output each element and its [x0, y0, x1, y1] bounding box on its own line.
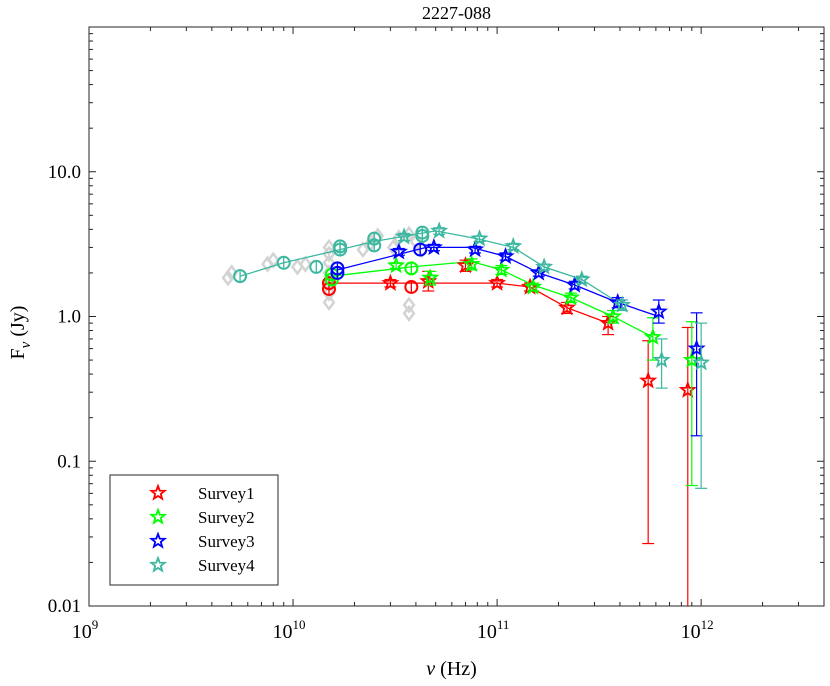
- circle-point-survey2: [404, 261, 419, 276]
- star-point-survey3: [465, 240, 485, 258]
- series-line-survey2: [331, 260, 654, 338]
- star-point-survey4: [613, 295, 632, 313]
- star-point-survey4: [504, 236, 523, 255]
- legend-marker-survey3: [148, 531, 168, 549]
- legend-label-survey1: Survey1: [198, 484, 255, 503]
- x-tick-label: 109: [72, 617, 99, 643]
- legend-label-survey4: Survey4: [198, 556, 255, 575]
- circle-point-survey4: [276, 255, 291, 270]
- star-point-survey3: [649, 302, 668, 320]
- star-point-survey1: [456, 255, 475, 274]
- x-tick-label: 1011: [477, 617, 510, 643]
- archival-point: [298, 255, 312, 273]
- x-axis-symbol: ν: [426, 658, 435, 680]
- circle-point-survey3: [413, 242, 428, 257]
- archival-point: [322, 284, 336, 302]
- circle-point-survey1: [321, 276, 336, 291]
- svg-text:ν(Hz): ν (Hz): [426, 658, 477, 680]
- legend-marker-survey4: [148, 555, 168, 573]
- star-point-survey4: [470, 229, 489, 247]
- circle-point-survey1: [404, 279, 419, 294]
- data-layer: [221, 221, 711, 606]
- legend-label-survey2: Survey2: [198, 508, 255, 527]
- star-point-survey1: [381, 273, 400, 291]
- star-point-survey1: [639, 371, 658, 389]
- x-tick-exponent: 10: [293, 617, 306, 632]
- star-point-survey4: [394, 227, 414, 245]
- circle-point-survey4: [333, 239, 348, 254]
- star-point-survey2: [603, 306, 623, 325]
- archival-point: [402, 296, 416, 314]
- y-tick-label: 10.0: [48, 162, 81, 183]
- archival-point: [225, 264, 239, 282]
- series-line-survey4: [239, 230, 623, 306]
- chart-title: 2227-088: [422, 3, 491, 23]
- circle-point-survey4: [309, 259, 324, 274]
- archival-point: [322, 238, 336, 257]
- y-tick-label: 0.1: [57, 451, 81, 472]
- star-point-survey2: [643, 327, 662, 345]
- y-axis-unit: (Jy): [7, 306, 29, 337]
- x-tick-exponent: 9: [92, 617, 99, 632]
- x-axis-unit: (Hz): [440, 658, 477, 680]
- star-point-survey2: [492, 260, 511, 278]
- star-point-survey3: [496, 246, 515, 265]
- star-point-survey2: [462, 254, 481, 272]
- x-tick-label: 1012: [681, 617, 714, 643]
- star-point-survey4: [652, 350, 671, 368]
- y-axis-sub: ν: [18, 341, 34, 348]
- star-point-survey2: [523, 277, 543, 295]
- x-tick-base: 10: [72, 621, 92, 643]
- archival-point: [386, 238, 400, 257]
- legend-marker-survey1: [148, 483, 168, 501]
- star-point-survey1: [678, 380, 697, 398]
- x-tick-exponent: 12: [701, 617, 714, 632]
- y-tick-label: 1.0: [57, 307, 81, 328]
- x-tick-base: 10: [273, 621, 293, 643]
- y-axis-label: Fν (Jy): [7, 306, 34, 360]
- star-point-survey1: [557, 298, 577, 316]
- circle-point-survey4: [415, 225, 430, 240]
- legend-label-survey3: Survey3: [198, 532, 255, 551]
- star-point-survey3: [424, 237, 443, 256]
- x-tick-exponent: 11: [497, 617, 510, 632]
- legend: Survey1 Survey2 Survey3 Survey4: [109, 474, 279, 586]
- archival-point: [409, 232, 423, 251]
- legend-box: [109, 474, 279, 586]
- archival-point: [221, 269, 235, 287]
- star-point-survey4: [692, 353, 711, 371]
- x-tick-base: 10: [681, 621, 701, 643]
- y-tick-label: 0.01: [48, 596, 81, 617]
- svg-text:Fν(Jy): Fν (Jy): [7, 306, 34, 360]
- legend-marker-survey2: [148, 507, 168, 525]
- archival-point: [322, 293, 336, 312]
- circle-point-survey3: [330, 261, 345, 276]
- archival-point: [356, 240, 370, 259]
- circle-point-survey4: [367, 231, 382, 246]
- y-axis-main: F: [7, 348, 29, 359]
- star-point-survey2: [421, 268, 440, 286]
- archival-point: [402, 304, 416, 323]
- star-point-survey4: [430, 221, 449, 239]
- star-point-survey2: [387, 255, 406, 274]
- x-tick-base: 10: [477, 621, 497, 643]
- star-point-survey1: [487, 273, 507, 291]
- star-point-survey3: [389, 242, 408, 260]
- star-point-survey4: [572, 269, 591, 288]
- star-point-survey2: [561, 288, 581, 306]
- star-point-survey4: [535, 257, 554, 275]
- x-tick-label: 1010: [273, 617, 306, 643]
- circle-point-survey4: [233, 269, 248, 284]
- x-axis-label: ν (Hz): [426, 658, 477, 680]
